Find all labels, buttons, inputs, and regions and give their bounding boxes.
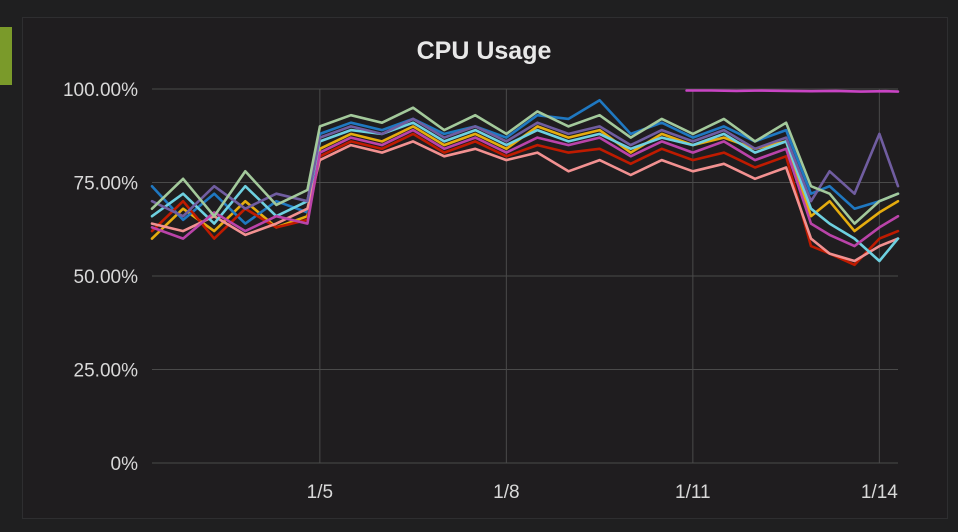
chart-title[interactable]: CPU Usage <box>417 37 552 65</box>
x-tick-label-1: 1/8 <box>493 482 519 503</box>
cpu-usage-panel <box>22 17 948 519</box>
y-tick-label-3: 75.00% <box>74 174 139 195</box>
series-line-8[interactable] <box>685 89 900 93</box>
y-tick-label-4: 100.00% <box>63 80 138 101</box>
series-line-4[interactable] <box>150 121 900 263</box>
series-line-1[interactable] <box>150 98 900 225</box>
y-tick-label-0: 0% <box>111 454 139 475</box>
x-tick-label-3: 1/14 <box>861 482 898 503</box>
tick-layer: 0% 25.00% 50.00% 75.00% 100.00% 1/5 1/8 1/11 1/1… <box>63 80 898 503</box>
series-line-7[interactable] <box>150 106 900 225</box>
series-line-5[interactable] <box>150 128 900 248</box>
series-layer <box>150 89 900 267</box>
x-tick-label-2: 1/11 <box>675 482 711 503</box>
x-tick-label-0: 1/5 <box>307 482 333 503</box>
series-line-6[interactable] <box>150 117 900 218</box>
y-tick-label-2: 50.00% <box>74 267 139 288</box>
y-tick-label-1: 25.00% <box>74 361 139 382</box>
panel-accent-tab <box>0 27 12 85</box>
